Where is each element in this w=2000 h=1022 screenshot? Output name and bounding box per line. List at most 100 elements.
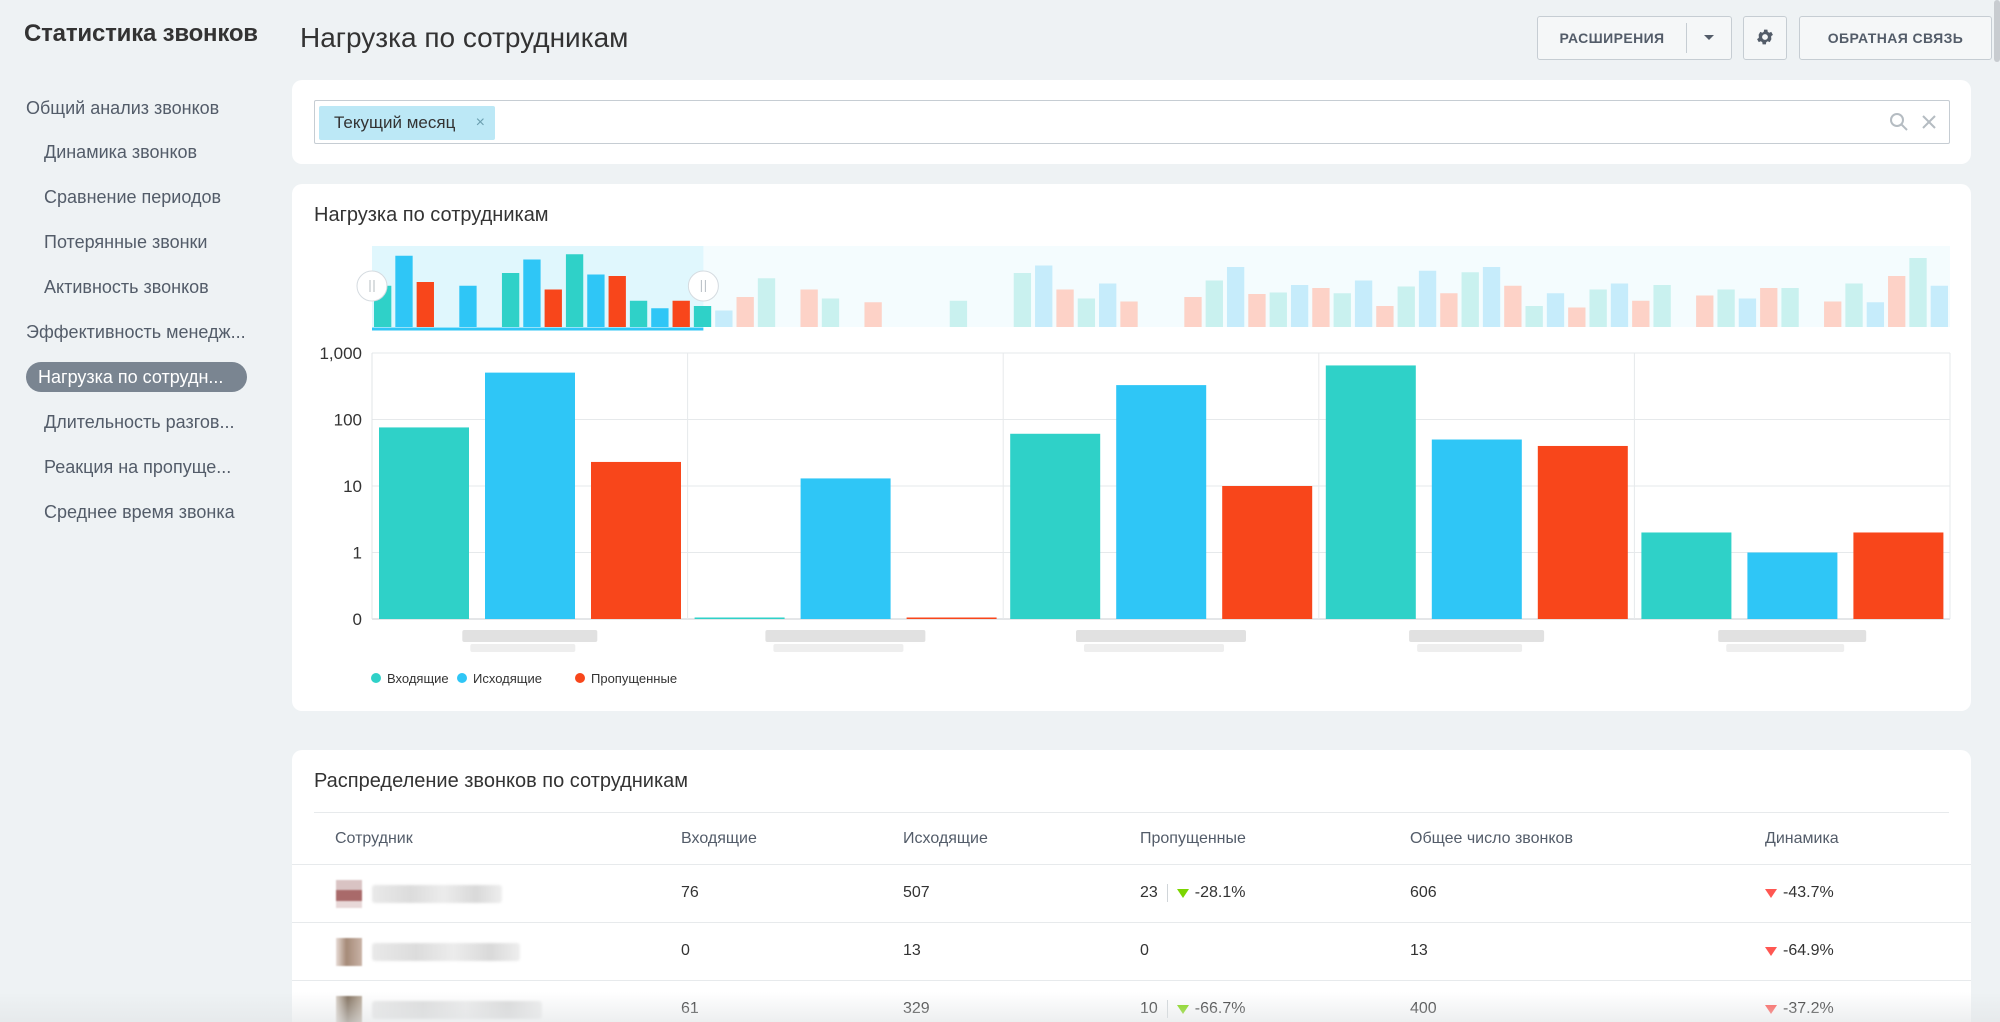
sidebar-item-avg-call-time[interactable]: Среднее время звонка — [44, 502, 235, 522]
bar-missed[interactable] — [1222, 486, 1313, 619]
bar-incoming[interactable] — [1641, 532, 1732, 619]
x-category-label-shadow — [773, 644, 904, 652]
navigator-bar — [949, 300, 968, 327]
navigator-right-handle[interactable] — [687, 270, 719, 302]
sidebar-item-period-comparison[interactable]: Сравнение периодов — [44, 187, 222, 207]
sidebar-item-lost-calls[interactable]: Потерянные звонки — [44, 232, 208, 252]
bar-incoming[interactable] — [1325, 365, 1416, 619]
navigator-bar — [1632, 300, 1650, 327]
bar-missed[interactable] — [591, 461, 681, 619]
navigator-bar — [1376, 306, 1394, 327]
settings-button[interactable] — [1743, 16, 1787, 60]
sidebar: Статистика звонков Общий анализ звонков … — [0, 0, 270, 1022]
table-row[interactable]: 76 507 23 -28.1% 606 -43.7% — [292, 864, 1971, 922]
navigator-bar — [736, 297, 754, 327]
filter-input[interactable]: Текущий месяц × — [314, 100, 1950, 144]
column-header-incoming[interactable]: Входящие — [681, 830, 757, 847]
navigator-bar — [1504, 285, 1522, 327]
dynamics-value: -37.2% — [1783, 1000, 1834, 1017]
sidebar-item-employee-load[interactable]: Нагрузка по сотрудн... — [26, 362, 247, 392]
bar-outgoing[interactable] — [1431, 439, 1522, 619]
cell-outgoing: 329 — [903, 1000, 930, 1017]
navigator-bar — [821, 298, 840, 327]
feedback-button[interactable]: ОБРАТНАЯ СВЯЗЬ — [1799, 16, 1992, 60]
bar-incoming[interactable] — [1010, 433, 1101, 619]
navigator-bar — [395, 255, 413, 327]
bar-incoming[interactable] — [694, 617, 785, 620]
bar-missed[interactable] — [1537, 445, 1628, 619]
trend-down-icon — [1176, 888, 1189, 898]
bar-outgoing[interactable] — [1116, 385, 1207, 619]
legend-marker — [371, 673, 381, 683]
navigator-bar — [1589, 289, 1607, 327]
navigator-bar — [1035, 265, 1053, 327]
navigator-bar — [1013, 273, 1032, 327]
sidebar-item-missed-reaction[interactable]: Реакция на пропуще... — [44, 457, 232, 477]
missed-value: 10 — [1140, 1000, 1158, 1017]
sidebar-item-call-dynamics[interactable]: Динамика звонков — [44, 142, 198, 162]
page-title: Нагрузка по сотрудникам — [300, 22, 629, 53]
trend-down-icon — [1765, 888, 1777, 898]
navigator-bar — [1653, 285, 1671, 327]
column-header-outgoing[interactable]: Исходящие — [903, 830, 988, 847]
bar-incoming[interactable] — [379, 427, 469, 619]
legend-item[interactable]: Пропущенные — [591, 671, 677, 686]
legend-item[interactable]: Исходящие — [473, 671, 542, 686]
value-separator — [1166, 1000, 1168, 1018]
sidebar-item-talk-duration[interactable]: Длительность разгов... — [44, 412, 235, 432]
chevron-down-icon[interactable] — [1687, 34, 1731, 42]
column-header-missed[interactable]: Пропущенные — [1140, 830, 1246, 847]
chip-remove-icon[interactable]: × — [475, 114, 485, 131]
navigator-bar — [672, 300, 690, 327]
cell-incoming: 76 — [681, 884, 699, 901]
legend-item[interactable]: Входящие — [387, 671, 449, 686]
employee-name[interactable] — [372, 943, 520, 961]
navigator-bar — [1226, 267, 1245, 327]
navigator-bar — [1482, 267, 1501, 327]
cell-outgoing: 507 — [903, 884, 930, 901]
column-header-total[interactable]: Общее число звонков — [1410, 830, 1573, 847]
cell-total: 13 — [1410, 942, 1428, 959]
extensions-button[interactable]: РАСШИРЕНИЯ — [1537, 16, 1732, 60]
x-category-label — [1076, 630, 1246, 642]
navigator-bar — [1781, 288, 1799, 327]
dynamics-value: -43.7% — [1783, 884, 1834, 901]
navigator-bar — [1269, 292, 1287, 327]
navigator-bar — [864, 302, 882, 327]
bar-outgoing[interactable] — [1747, 552, 1838, 620]
column-header-employee[interactable]: Сотрудник — [335, 830, 413, 847]
employee-load-chart: 0 1 10 100 1,000 Входящие Исходящие Пропущенные — [319, 246, 1951, 686]
bar-missed[interactable] — [1853, 532, 1944, 619]
navigator-bar — [1568, 307, 1586, 327]
column-header-dynamics[interactable]: Динамика — [1765, 830, 1839, 847]
navigator-bar — [1354, 280, 1373, 327]
bar-outgoing[interactable] — [485, 372, 575, 619]
trend-down-icon — [1765, 1004, 1777, 1014]
sidebar-item-call-activity[interactable]: Активность звонков — [44, 277, 209, 297]
close-icon[interactable] — [1919, 112, 1939, 132]
chart-title: Нагрузка по сотрудникам — [314, 204, 549, 226]
navigator-left-handle[interactable] — [356, 270, 388, 302]
cell-dynamics: -37.2% — [1765, 1000, 1834, 1018]
filter-chip-current-month[interactable]: Текущий месяц × — [319, 106, 496, 140]
bar-missed[interactable] — [906, 617, 997, 620]
cell-missed: 10 -66.7% — [1140, 1000, 1246, 1018]
filter-chip-label: Текущий месяц — [334, 113, 456, 132]
sidebar-group-general-analysis[interactable]: Общий анализ звонков — [26, 98, 220, 118]
search-icon[interactable] — [1889, 112, 1909, 132]
employee-name[interactable] — [372, 1001, 542, 1019]
y-tick-label: 10 — [343, 477, 362, 496]
table-row[interactable]: 61 329 10 -66.7% 400 -37.2% — [292, 980, 1971, 1022]
navigator-bar — [629, 300, 648, 327]
sidebar-group-manager-efficiency[interactable]: Эффективность менедж... — [26, 322, 246, 342]
navigator-bar — [1610, 283, 1629, 327]
bar-outgoing[interactable] — [800, 478, 891, 619]
navigator-bar — [1248, 294, 1266, 327]
navigator-bar — [1077, 298, 1096, 327]
table-row[interactable]: 0 13 0 13 -64.9% — [292, 922, 1971, 980]
employee-name[interactable] — [372, 885, 502, 903]
navigator-bar — [1696, 295, 1714, 327]
navigator-bar — [1824, 301, 1842, 327]
missed-value: 0 — [1140, 942, 1149, 959]
scrollbar[interactable] — [1994, 0, 2000, 62]
